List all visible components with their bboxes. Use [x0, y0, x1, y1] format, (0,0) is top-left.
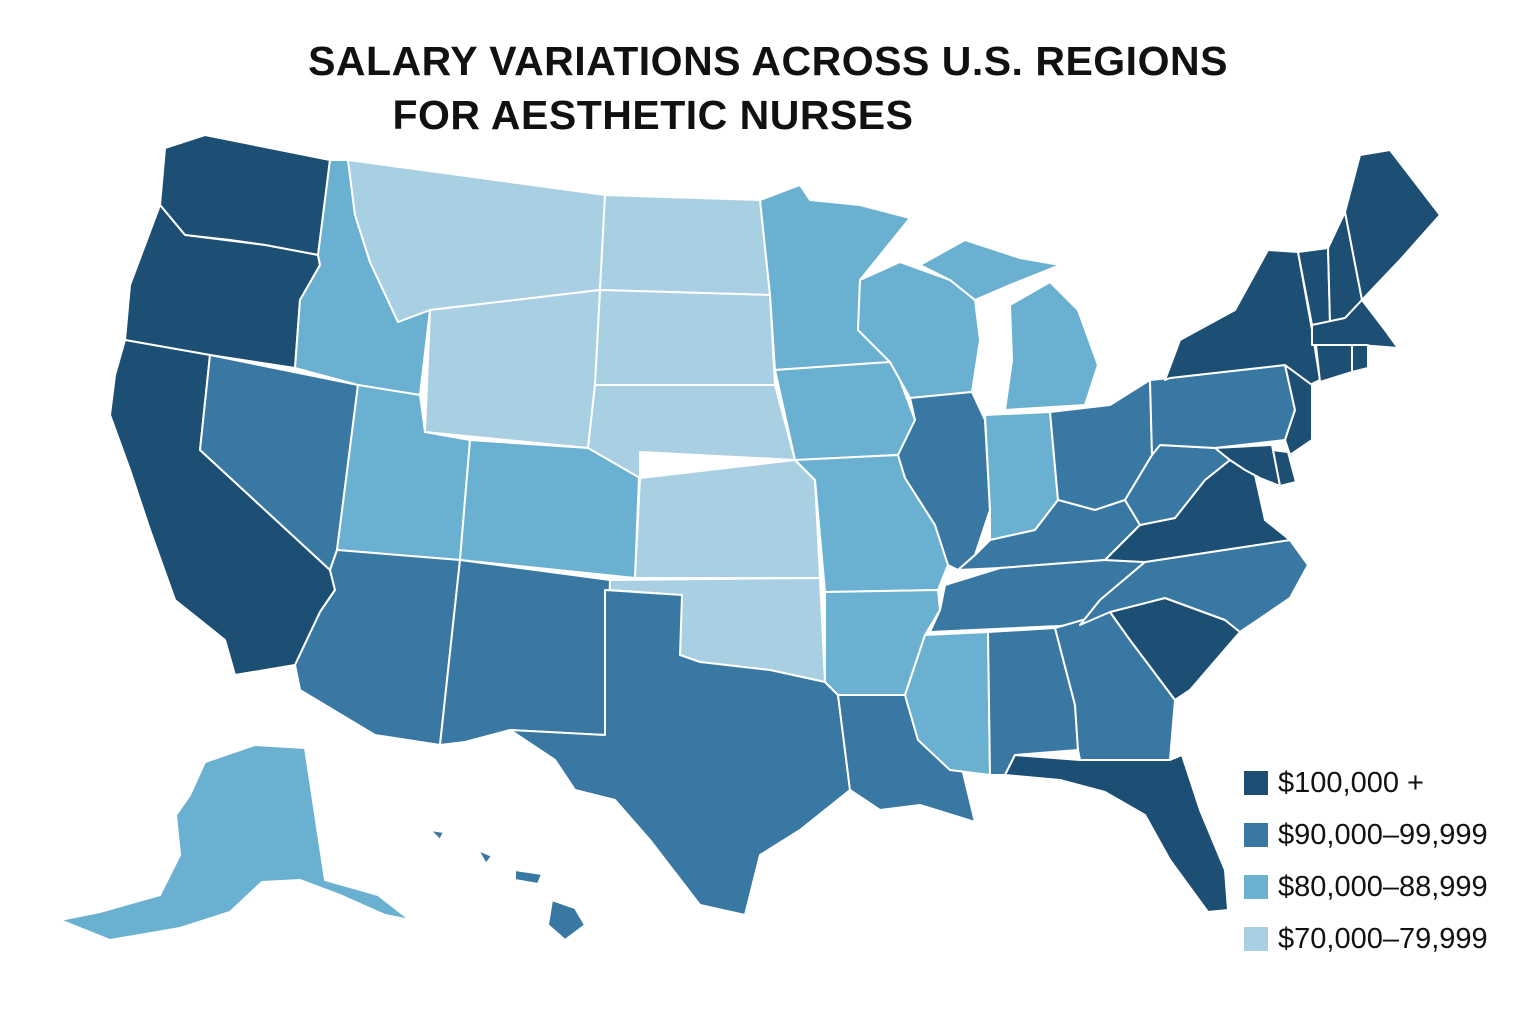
legend-item: $90,000–99,999	[1244, 816, 1488, 854]
legend-label: $90,000–99,999	[1278, 818, 1488, 851]
legend-swatch	[1244, 771, 1268, 795]
state-illinois	[897, 391, 991, 571]
state-hawaii	[429, 829, 586, 941]
legend-swatch	[1244, 823, 1268, 847]
state-texas	[509, 589, 851, 916]
legend-item: $100,000 +	[1244, 764, 1488, 802]
state-maine	[1344, 149, 1441, 301]
state-new-jersey	[1284, 364, 1313, 456]
state-north-carolina	[1079, 539, 1309, 633]
state-south-dakota	[594, 289, 776, 386]
title-line-2: FOR AESTHETIC NURSES	[392, 92, 914, 138]
state-kansas	[634, 459, 821, 579]
state-nebraska	[587, 384, 796, 479]
legend-item: $70,000–79,999	[1244, 920, 1488, 958]
legend: $100,000 + $90,000–99,999 $80,000–88,999…	[1244, 764, 1488, 972]
state-michigan	[919, 239, 1099, 411]
state-iowa	[774, 361, 916, 461]
legend-swatch	[1244, 875, 1268, 899]
state-florida	[1004, 754, 1229, 913]
state-wyoming	[424, 289, 601, 449]
title-line-1: SALARY VARIATIONS ACROSS U.S. REGIONS	[308, 38, 1228, 84]
state-connecticut	[1315, 344, 1353, 383]
state-new-york	[1164, 249, 1321, 393]
legend-label: $80,000–88,999	[1278, 870, 1488, 903]
legend-label: $70,000–79,999	[1278, 922, 1488, 955]
legend-item: $80,000–88,999	[1244, 868, 1488, 906]
state-rhode-island	[1351, 344, 1369, 373]
state-alaska	[59, 744, 411, 941]
legend-label: $100,000 +	[1278, 766, 1424, 799]
state-north-dakota	[599, 194, 771, 296]
map-title: SALARY VARIATIONS ACROSS U.S. REGIONS FO…	[0, 34, 1536, 142]
legend-swatch	[1244, 927, 1268, 951]
state-new-mexico	[439, 559, 611, 746]
state-maryland	[1214, 444, 1281, 487]
